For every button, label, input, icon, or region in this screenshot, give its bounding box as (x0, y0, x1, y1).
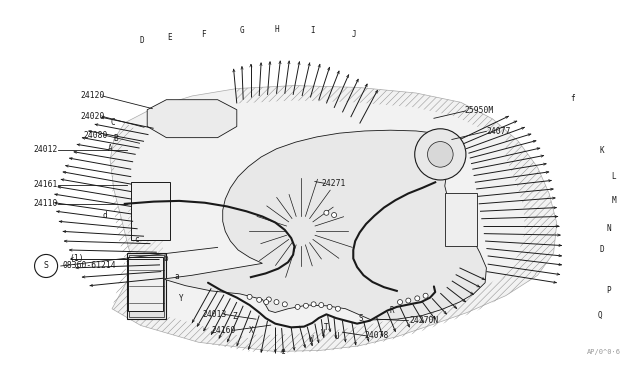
Text: Y: Y (179, 294, 184, 303)
Circle shape (335, 306, 340, 311)
Text: N: N (607, 224, 612, 233)
Text: D: D (599, 245, 604, 254)
Circle shape (397, 299, 403, 305)
Text: (1): (1) (69, 254, 84, 263)
Text: G: G (239, 26, 244, 35)
Text: b: b (163, 254, 168, 263)
Text: f: f (570, 94, 575, 103)
Text: AP/0^0·6: AP/0^0·6 (587, 349, 621, 355)
Text: 25950M: 25950M (464, 106, 493, 115)
Text: L: L (611, 172, 616, 181)
Circle shape (428, 142, 453, 167)
Text: H: H (274, 25, 279, 34)
Circle shape (415, 296, 420, 301)
Circle shape (324, 210, 329, 215)
Circle shape (266, 297, 271, 302)
Circle shape (319, 302, 324, 308)
Text: M: M (612, 196, 617, 205)
Bar (127, 253, 166, 319)
Text: 24078: 24078 (365, 331, 389, 340)
Text: V: V (321, 329, 326, 338)
Text: C: C (111, 118, 116, 127)
Text: U: U (335, 332, 340, 341)
Bar (131, 182, 170, 240)
Text: F: F (201, 30, 206, 39)
Circle shape (274, 299, 279, 305)
Circle shape (423, 293, 428, 298)
Text: Q: Q (598, 311, 603, 320)
Text: D: D (140, 36, 145, 45)
Text: W: W (309, 335, 314, 344)
Circle shape (327, 304, 332, 310)
Text: A: A (108, 144, 113, 153)
Circle shape (257, 297, 262, 302)
Text: T: T (324, 323, 329, 332)
Polygon shape (110, 86, 557, 352)
Text: 24110: 24110 (33, 199, 58, 208)
Text: S: S (358, 314, 363, 323)
Text: 24160: 24160 (211, 326, 236, 335)
Text: S: S (44, 262, 49, 270)
Circle shape (311, 302, 316, 307)
Text: 08360-61214: 08360-61214 (63, 262, 116, 270)
Circle shape (406, 298, 411, 303)
Text: 24120: 24120 (80, 92, 104, 100)
Text: 24013: 24013 (203, 310, 227, 319)
Text: P: P (606, 286, 611, 295)
Bar (445, 193, 477, 246)
Text: 24077: 24077 (486, 127, 511, 136)
Circle shape (415, 129, 466, 180)
Polygon shape (134, 130, 486, 320)
Circle shape (264, 299, 269, 305)
Circle shape (332, 212, 337, 218)
Text: X: X (249, 326, 254, 335)
Circle shape (247, 294, 252, 299)
Text: 24012: 24012 (33, 145, 58, 154)
Circle shape (35, 254, 58, 278)
Text: e: e (280, 347, 285, 356)
Text: 24161: 24161 (33, 180, 58, 189)
Text: a: a (174, 272, 179, 280)
Circle shape (282, 302, 287, 307)
Text: R: R (389, 307, 394, 315)
Bar (128, 257, 163, 311)
Text: E: E (167, 33, 172, 42)
Circle shape (295, 304, 300, 310)
Text: I: I (310, 26, 315, 35)
Text: 24020: 24020 (80, 112, 104, 121)
Bar (129, 255, 164, 317)
Text: B: B (113, 134, 118, 143)
Polygon shape (147, 100, 237, 138)
Text: 24271: 24271 (322, 179, 346, 188)
Text: 24080: 24080 (83, 131, 108, 140)
Text: J: J (351, 30, 356, 39)
Text: d: d (102, 211, 107, 219)
Text: K: K (599, 146, 604, 155)
Text: c: c (134, 235, 139, 244)
Text: 24270N: 24270N (410, 316, 439, 325)
Text: Z: Z (232, 312, 237, 321)
Circle shape (303, 303, 308, 308)
